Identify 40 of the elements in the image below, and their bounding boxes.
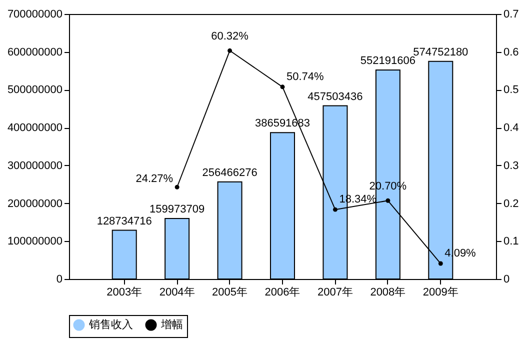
x-tick-label: 2007年 [317,286,353,298]
y-tick-label: 500000000 [7,84,62,96]
y2-tick-label: 0.6 [504,46,519,58]
legend-label: 销售收入 [88,318,133,331]
data-label: 159973709 [150,203,205,216]
y-tick-label: 0 [56,274,62,286]
y2-tick-label: 0.1 [504,236,519,248]
data-label: 457503436 [308,90,363,103]
y2-tick-label: 0 [504,274,510,286]
x-tick-label: 2006年 [264,286,300,298]
x-tick-label: 2008年 [370,286,406,298]
point [228,48,232,53]
point [174,184,180,190]
y-tick-label: 700000000 [7,8,62,20]
data-label: 128734716 [96,215,152,228]
x-tick-label: 2005年 [212,286,248,298]
y2-tick-label: 0.3 [504,160,519,172]
x-tick-label: 2003年 [106,286,142,298]
y2-tick-label: 0.2 [504,198,519,210]
point [280,84,285,90]
y-tick-label: 400000000 [7,122,62,134]
y2-tick-label: 0.5 [504,84,519,96]
y2-tick-label: 0.4 [504,122,519,134]
data-label: 50.74% [286,70,324,83]
data-label: 24.27% [136,173,174,186]
y-tick-label: 100000000 [7,236,62,248]
y2-tick-label: 0.7 [504,8,519,20]
data-label: 256466276 [202,166,258,179]
legend-label: 增幅 [160,319,183,331]
y-tick-label: 600000000 [7,46,62,58]
x-tick-label: 2009年 [422,286,458,298]
x-tick-label: 2004年 [159,286,195,298]
data-label: 60.32% [211,30,249,43]
data-label: 552191606 [360,54,416,67]
y-tick-label: 200000000 [7,198,62,210]
point [438,261,443,266]
point [332,207,338,212]
y-tick-label: 300000000 [7,160,62,172]
data-label: 574752180 [413,46,468,58]
point [386,198,390,203]
